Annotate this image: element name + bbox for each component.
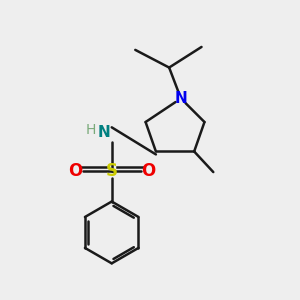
Text: O: O — [141, 162, 156, 180]
Text: H: H — [85, 123, 96, 137]
Text: O: O — [68, 162, 82, 180]
Text: N: N — [98, 125, 111, 140]
Text: N: N — [175, 91, 187, 106]
Text: S: S — [106, 162, 118, 180]
